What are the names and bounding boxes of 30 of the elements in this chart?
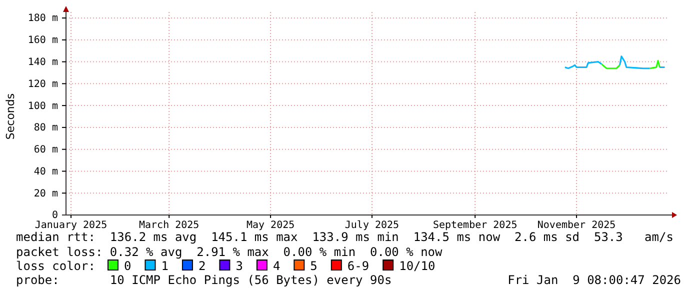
x-tick-label: November 2025 <box>537 220 616 232</box>
y-tick-label: 100 m <box>28 100 58 112</box>
y-tick-label: 140 m <box>28 56 58 68</box>
legend-label: 4 <box>272 259 280 273</box>
legend-label: 3 <box>236 259 243 273</box>
x-tick-label: May 2025 <box>246 220 295 232</box>
legend-label: 0 <box>124 259 132 273</box>
text: probe: 10 ICMP Echo Pings (56 Bytes) every 90s <box>16 273 392 287</box>
x-tick-label: January 2025 <box>34 220 108 232</box>
legend-label: 6-9 <box>347 259 370 273</box>
legend-label: 2 <box>198 259 206 273</box>
legend-label: 10/10 <box>399 259 436 273</box>
legend-label: 1 <box>161 259 168 273</box>
text: median rtt: 136.2 ms avg 145.1 ms max 133.9 ms min 134.5 ms now 2.6 ms sd 53.3 am/s <box>16 230 674 244</box>
x-tick-label: September 2025 <box>432 220 518 232</box>
y-tick-label: 120 m <box>28 78 58 90</box>
y-axis-title: Seconds <box>4 93 17 140</box>
y-tick-label: 180 m <box>28 13 58 24</box>
text: Fri Jan 9 08:00:47 2026 <box>508 273 681 287</box>
y-tick-label: 40 m <box>34 166 58 178</box>
y-tick-label: 0 <box>52 210 58 222</box>
text: packet loss: 0.32 % avg 2.91 % max 0.00 % min 0.00 % now <box>16 245 444 259</box>
y-tick-label: 60 m <box>34 144 58 156</box>
x-tick-label: July 2025 <box>344 220 400 232</box>
legend-label: 5 <box>310 259 318 273</box>
legend-title: loss color: <box>16 259 96 273</box>
y-tick-label: 80 m <box>34 122 58 134</box>
x-tick-label: March 2025 <box>138 220 200 232</box>
y-tick-label: 160 m <box>28 35 58 46</box>
y-tick-label: 20 m <box>34 188 58 200</box>
